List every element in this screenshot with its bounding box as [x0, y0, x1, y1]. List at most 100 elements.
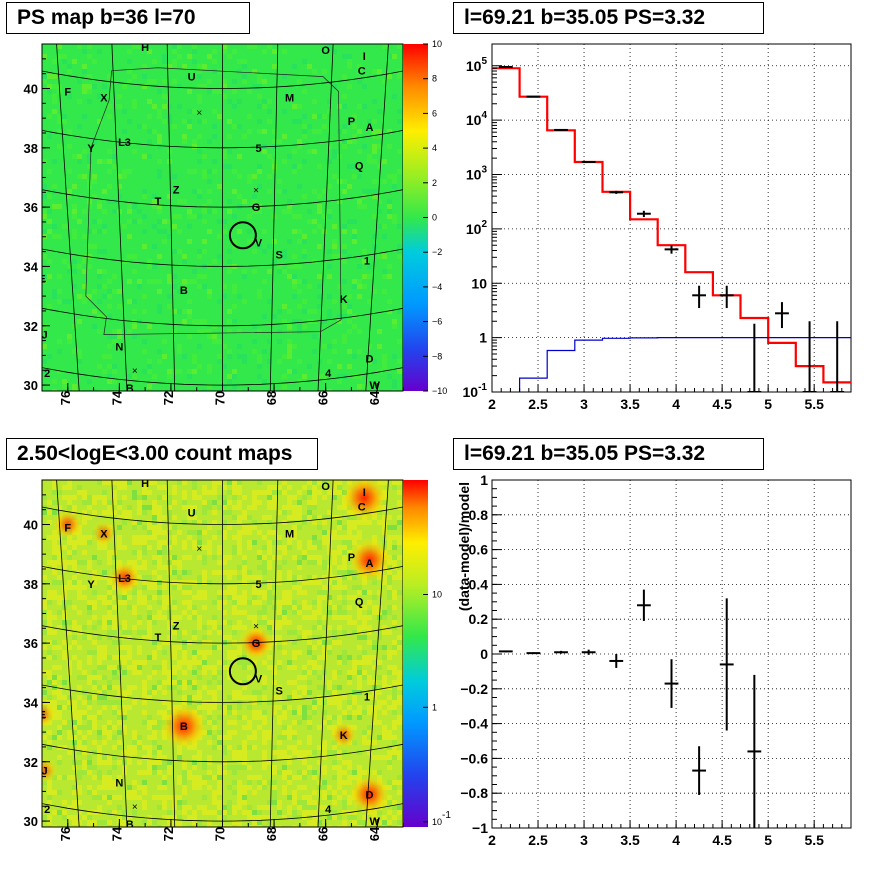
- map-pixel: [202, 505, 207, 510]
- source-label: S: [276, 686, 283, 698]
- map-pixel: [227, 354, 232, 359]
- map-pixel: [272, 750, 277, 755]
- map-pixel: [172, 540, 177, 545]
- map-pixel: [67, 705, 72, 710]
- map-pixel: [227, 525, 232, 530]
- map-pixel: [367, 600, 372, 605]
- map-pixel: [217, 545, 222, 550]
- map-pixel: [297, 815, 302, 820]
- map-pixel: [367, 274, 372, 279]
- source-label: 5: [256, 579, 262, 591]
- map-pixel: [97, 219, 102, 224]
- map-pixel: [112, 480, 117, 485]
- map-pixel: [307, 795, 312, 800]
- map-pixel: [242, 59, 247, 64]
- map-pixel: [357, 825, 362, 827]
- map-pixel: [247, 229, 252, 234]
- map-pixel: [287, 339, 292, 344]
- map-pixel: [187, 374, 192, 379]
- map-pixel: [327, 540, 332, 545]
- map-pixel: [322, 700, 327, 705]
- map-pixel: [107, 685, 112, 690]
- map-pixel: [157, 219, 162, 224]
- map-pixel: [257, 164, 262, 169]
- map-pixel: [347, 620, 352, 625]
- map-pixel: [142, 550, 147, 555]
- map-pixel: [282, 765, 287, 770]
- map-pixel: [302, 675, 307, 680]
- map-pixel: [312, 545, 317, 550]
- map-pixel: [217, 234, 222, 239]
- map-pixel: [292, 810, 297, 815]
- map-pixel: [82, 294, 87, 299]
- y-tick-label: 32: [24, 755, 38, 770]
- map-pixel: [147, 760, 152, 765]
- map-pixel: [57, 299, 62, 304]
- map-pixel: [167, 294, 172, 299]
- map-pixel: [312, 229, 317, 234]
- map-pixel: [47, 590, 52, 595]
- map-pixel: [322, 710, 327, 715]
- map-pixel: [372, 710, 377, 715]
- map-pixel: [312, 505, 317, 510]
- map-pixel: [62, 745, 67, 750]
- map-pixel: [227, 810, 232, 815]
- map-pixel: [142, 780, 147, 785]
- map-pixel: [287, 620, 292, 625]
- map-pixel: [242, 595, 247, 600]
- map-pixel: [257, 550, 262, 555]
- map-pixel: [307, 725, 312, 730]
- map-pixel: [117, 174, 122, 179]
- map-pixel: [177, 820, 182, 825]
- map-pixel: [397, 74, 402, 79]
- map-pixel: [122, 174, 127, 179]
- map-pixel: [392, 745, 397, 750]
- residual-frame: [491, 479, 852, 829]
- map-pixel: [157, 144, 162, 149]
- map-pixel: [107, 700, 112, 705]
- map-pixel: [287, 369, 292, 374]
- map-pixel: [57, 234, 62, 239]
- map-pixel: [257, 169, 262, 174]
- map-pixel: [177, 630, 182, 635]
- map-pixel: [277, 139, 282, 144]
- map-pixel: [252, 525, 257, 530]
- map-pixel: [147, 264, 152, 269]
- map-pixel: [197, 134, 202, 139]
- map-pixel: [102, 159, 107, 164]
- map-pixel: [327, 314, 332, 319]
- map-pixel: [237, 695, 242, 700]
- map-pixel: [227, 570, 232, 575]
- source-label: F: [64, 86, 71, 98]
- map-pixel: [107, 590, 112, 595]
- map-pixel: [337, 815, 342, 820]
- map-pixel: [157, 515, 162, 520]
- map-pixel: [347, 525, 352, 530]
- map-pixel: [342, 655, 347, 660]
- map-pixel: [292, 710, 297, 715]
- map-pixel: [137, 600, 142, 605]
- map-pixel: [262, 99, 267, 104]
- colorbar-tick-label: 0: [432, 213, 437, 223]
- map-pixel: [277, 610, 282, 615]
- map-pixel: [222, 229, 227, 234]
- map-pixel: [147, 690, 152, 695]
- map-pixel: [282, 715, 287, 720]
- map-pixel: [222, 384, 227, 389]
- map-pixel: [162, 640, 167, 645]
- map-pixel: [372, 755, 377, 760]
- map-pixel: [327, 550, 332, 555]
- map-pixel: [47, 790, 52, 795]
- map-pixel: [147, 530, 152, 535]
- map-pixel: [302, 670, 307, 675]
- map-pixel: [207, 89, 212, 94]
- map-pixel: [257, 805, 262, 810]
- map-pixel: [147, 745, 152, 750]
- map-pixel: [77, 99, 82, 104]
- map-pixel: [142, 490, 147, 495]
- map-pixel: [97, 690, 102, 695]
- map-pixel: [297, 324, 302, 329]
- map-pixel: [87, 244, 92, 249]
- map-pixel: [342, 565, 347, 570]
- map-pixel: [192, 505, 197, 510]
